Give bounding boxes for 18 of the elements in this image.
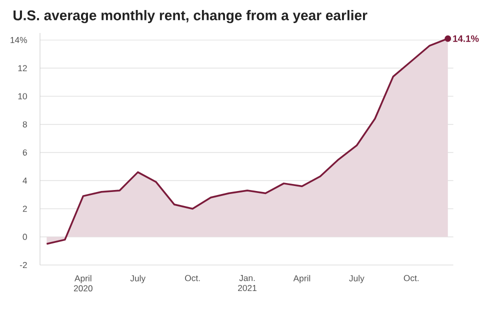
y-tick-label: 4	[22, 178, 28, 184]
y-tick-label: 6	[22, 149, 27, 156]
x-tick-label: July	[349, 275, 364, 284]
x-tick-label: Jan. 2021	[238, 275, 256, 292]
chart-title: U.S. average monthly rent, change from a year earlier	[14, 10, 368, 24]
y-tick-label: -2	[20, 262, 27, 268]
y-tick-label: 0	[22, 234, 27, 240]
x-tick-label: April	[293, 275, 310, 284]
y-tick-label: 12	[18, 65, 27, 72]
x-tick-label: Oct.	[404, 275, 419, 282]
y-tick-label: 10	[18, 93, 27, 100]
y-tick-label: 2	[22, 206, 27, 212]
data-label: 14.1%	[453, 35, 479, 42]
y-tick-label: 14%	[10, 37, 27, 44]
y-tick-label: 8	[22, 121, 27, 128]
x-tick-label: Oct.	[185, 275, 200, 282]
x-tick-label: April 2020	[74, 275, 92, 292]
x-tick-label: July	[130, 275, 146, 284]
